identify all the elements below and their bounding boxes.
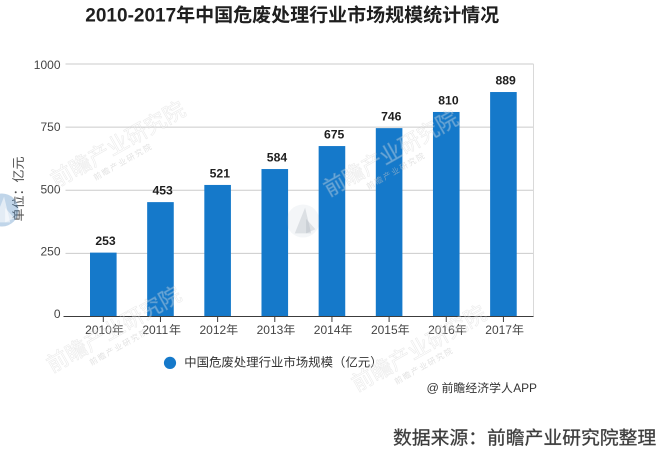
svg-text:810: 810 [438,94,459,108]
svg-text:521: 521 [210,167,231,181]
svg-text:2012: 2012 [199,323,226,337]
svg-text:2015: 2015 [371,323,398,337]
svg-text:750: 750 [40,120,60,134]
svg-text:1000: 1000 [34,58,61,72]
svg-text:746: 746 [381,110,402,124]
svg-text:APP: APP [513,381,537,395]
svg-text:@: @ [427,381,439,395]
svg-text:584: 584 [267,151,288,165]
svg-text:2011: 2011 [142,323,168,337]
svg-text:2017: 2017 [485,323,512,337]
svg-text:2013: 2013 [257,323,284,337]
svg-text:500: 500 [40,182,60,196]
svg-text:453: 453 [152,184,173,198]
svg-text:2010-2017: 2010-2017 [85,6,176,27]
svg-text:675: 675 [324,128,345,142]
svg-text:2014: 2014 [314,323,341,337]
svg-text:889: 889 [495,74,516,88]
svg-text:250: 250 [40,245,60,259]
svg-text:253: 253 [95,234,116,248]
svg-text:0: 0 [54,307,61,321]
